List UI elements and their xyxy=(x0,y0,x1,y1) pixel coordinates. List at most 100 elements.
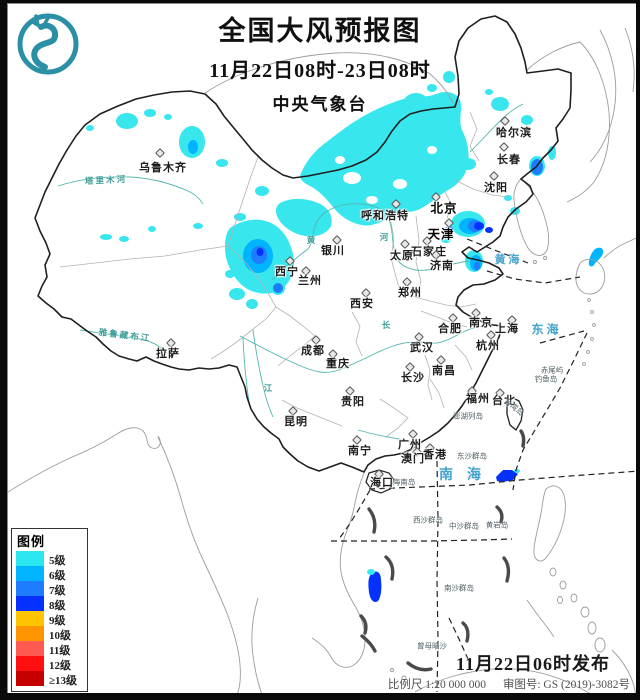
city-label: 杭州 xyxy=(476,340,500,352)
city-label: 西宁 xyxy=(275,266,299,278)
island-label: 西沙群岛 xyxy=(413,515,443,525)
legend-item: ≥13级 xyxy=(12,671,87,687)
island-label: 台湾岛 xyxy=(502,396,526,418)
legend-item: 12级 xyxy=(12,656,87,672)
river-label: 河 xyxy=(379,232,389,242)
legend-swatch xyxy=(16,581,44,596)
river-label: 黄 xyxy=(306,235,316,245)
legend-swatch xyxy=(16,641,44,656)
legend-item: 5级 xyxy=(12,551,87,567)
city-dot xyxy=(155,148,165,158)
river-label: 雅 鲁 藏 布 江 xyxy=(98,326,150,344)
city-label: 昆明 xyxy=(284,416,308,428)
frame-bottom xyxy=(0,693,640,700)
island-label: 澎湖列岛 xyxy=(453,411,483,421)
legend-item: 10级 xyxy=(12,626,87,642)
city-label: 呼和浩特 xyxy=(361,210,409,222)
city-label: 长春 xyxy=(497,154,521,166)
maritime-dashed-lines xyxy=(331,238,640,693)
legend-label: 8级 xyxy=(49,600,66,612)
map-info-line: 比例尺 1:20 000 000 审图号: GS (2019)-3082号 xyxy=(388,676,630,692)
city-label: 南昌 xyxy=(432,365,456,377)
sea-label: 黄 海 xyxy=(494,254,520,266)
city-label: 台北 xyxy=(492,395,516,407)
map-approval-number: 审图号: GS (2019)-3082号 xyxy=(502,679,630,691)
city-label: 拉萨 xyxy=(156,348,180,360)
yangtze-river xyxy=(239,324,498,373)
legend-label: 6级 xyxy=(49,570,66,582)
rivers xyxy=(57,103,524,444)
city-label: 重庆 xyxy=(326,358,350,370)
legend-swatch xyxy=(16,626,44,641)
city-label: 南宁 xyxy=(348,445,372,457)
city-label: 兰州 xyxy=(298,275,322,287)
frame-top xyxy=(0,0,640,3)
island-label: 赤尾屿 xyxy=(540,365,564,375)
taiwan-island xyxy=(506,396,524,432)
tarim-river xyxy=(57,176,204,205)
legend-swatch xyxy=(16,566,44,581)
yellow-river xyxy=(271,203,470,281)
island-label: 东沙群岛 xyxy=(457,451,487,461)
city-label: 北京 xyxy=(430,201,458,216)
island-label: 南沙群岛 xyxy=(444,583,474,593)
china-boundary xyxy=(34,15,572,473)
city-label: 郑州 xyxy=(398,287,422,299)
legend-label: 9级 xyxy=(49,615,66,627)
cma-dragon-logo-icon xyxy=(17,13,79,75)
city-label: 天津 xyxy=(427,227,455,242)
legend-label: 10级 xyxy=(49,630,71,642)
river-label: 塔 里 木 河 xyxy=(84,173,126,187)
city-label: 合肥 xyxy=(438,323,462,335)
province-boundaries xyxy=(59,111,509,438)
legend-item: 7级 xyxy=(12,581,87,597)
city-label: 沈阳 xyxy=(484,182,508,194)
legend-item: 8级 xyxy=(12,596,87,612)
wind-area-gaps xyxy=(335,146,437,204)
city-label: 南京 xyxy=(469,317,493,329)
legend-label: 12级 xyxy=(49,660,71,672)
river-label: 江 xyxy=(263,383,273,393)
city-label: 海口 xyxy=(370,477,394,489)
map-scale: 比例尺 1:20 000 000 xyxy=(387,679,486,691)
city-label: 澳门 xyxy=(401,453,425,465)
legend-label: 11级 xyxy=(49,645,71,657)
legend-swatch xyxy=(16,611,44,626)
city-label: 香港 xyxy=(423,449,447,461)
legend-label: 5级 xyxy=(49,555,66,567)
city-label: 乌鲁木齐 xyxy=(139,162,187,174)
city-label: 哈尔滨 xyxy=(496,127,532,139)
river-label: 长 xyxy=(381,320,391,330)
city-label: 福州 xyxy=(466,393,490,405)
legend-label: 7级 xyxy=(49,585,66,597)
island-label: 曾母暗沙 xyxy=(417,641,447,651)
legend-item: 9级 xyxy=(12,611,87,627)
wind-area-inner-mongolia xyxy=(300,92,469,226)
legend-swatch xyxy=(16,551,44,566)
frame-left xyxy=(0,0,7,700)
wind-area-vietnam-coast xyxy=(368,571,382,602)
city-label: 上海 xyxy=(495,323,519,335)
island-label: 中沙群岛 xyxy=(449,521,479,531)
legend-swatch xyxy=(16,671,44,686)
legend-label: ≥13级 xyxy=(49,675,78,687)
city-label: 太原 xyxy=(390,250,414,262)
wind-area-south-sea-east xyxy=(496,470,518,482)
foreign-coastlines xyxy=(0,27,640,700)
sea-label: 南 海 xyxy=(439,468,481,483)
wind-area-ningxia xyxy=(276,198,332,237)
city-label: 武汉 xyxy=(410,342,434,354)
island-label: 海南岛 xyxy=(392,477,416,487)
hainan-island xyxy=(365,469,395,494)
legend-box: 图例 5级 6级 7级 8级 9级 10级 11级 12级 ≥13级 xyxy=(11,528,88,692)
island-label: 黄岩岛 xyxy=(485,520,509,530)
frame-right xyxy=(636,0,640,700)
legend-swatch xyxy=(16,596,44,611)
legend-swatch xyxy=(16,656,44,671)
legend-item: 11级 xyxy=(12,641,87,657)
island-label: 钓鱼岛 xyxy=(534,374,558,384)
brahmaputra-river xyxy=(79,329,168,354)
